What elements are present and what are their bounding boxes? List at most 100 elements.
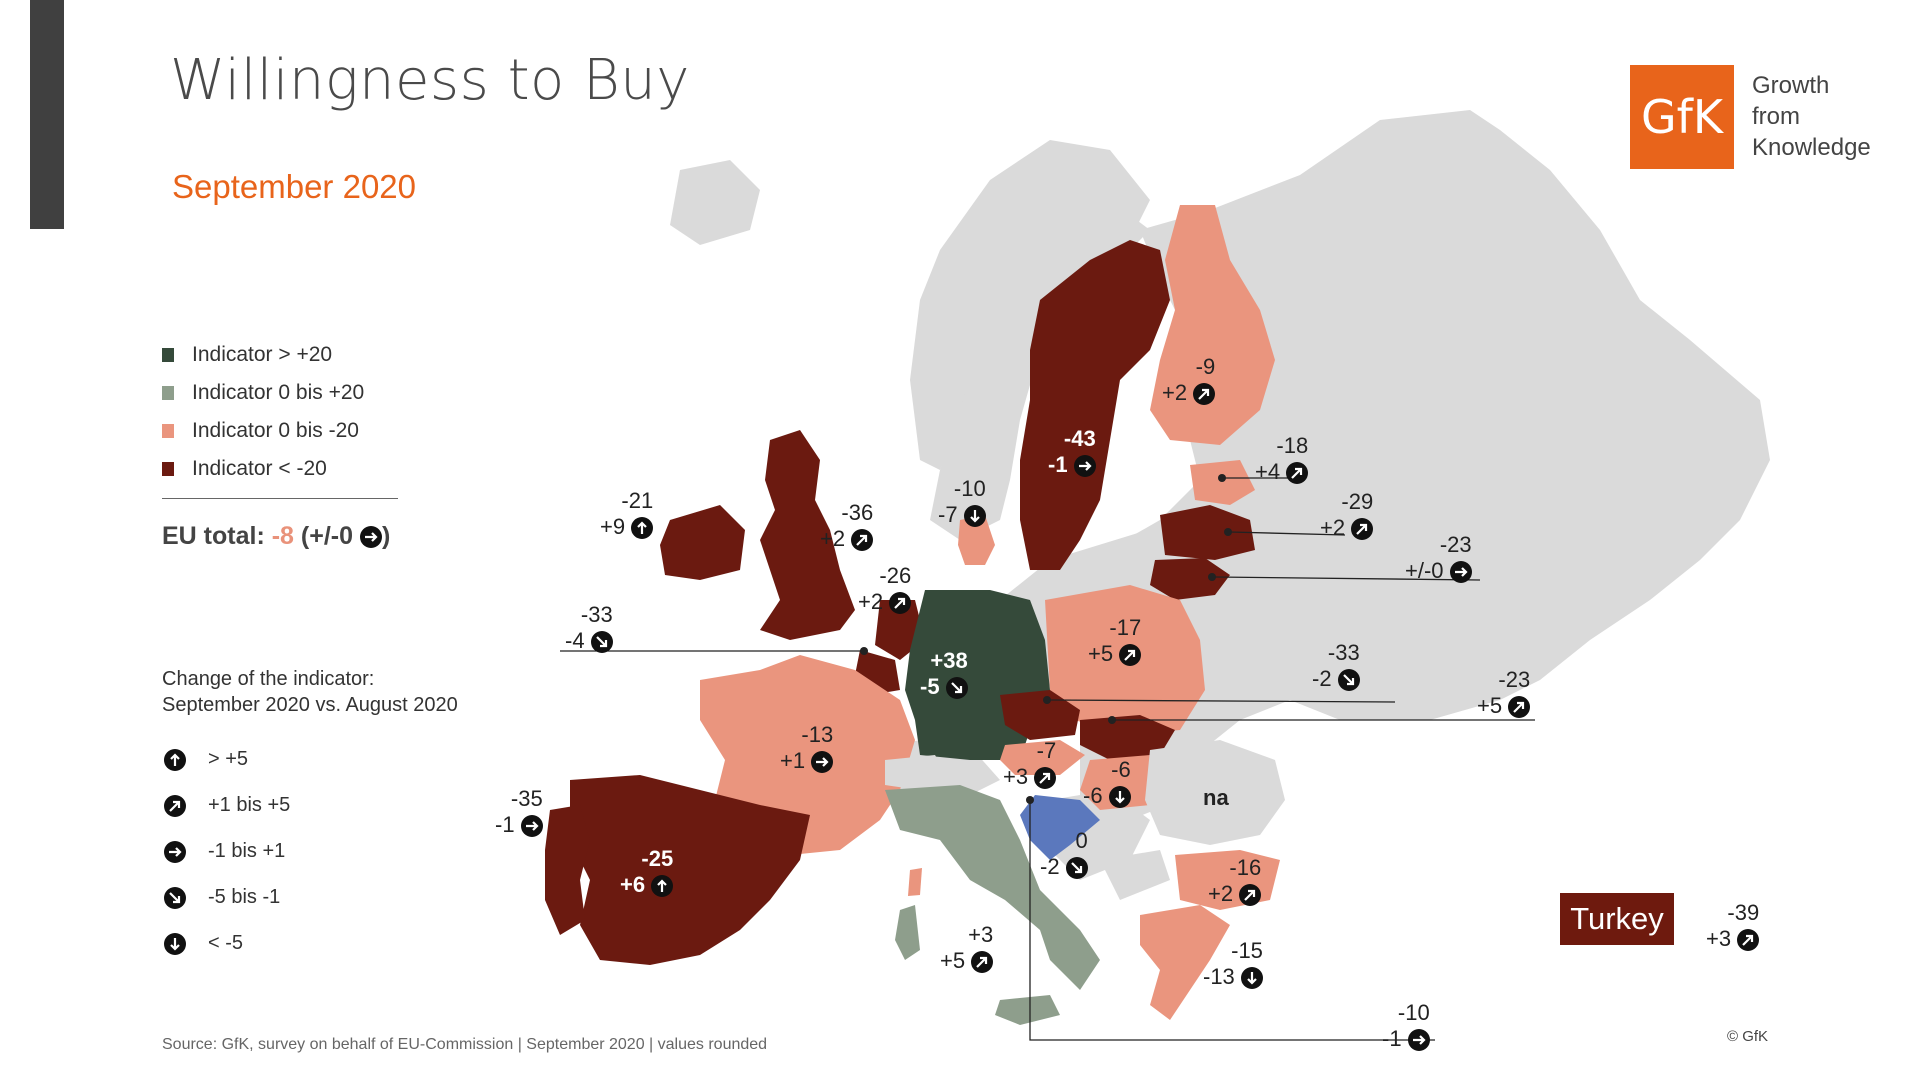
up-right-arrow-icon <box>889 592 912 615</box>
country-value: +3 <box>968 922 994 947</box>
greece <box>1140 905 1230 1020</box>
country-change: +2 <box>1320 515 1374 541</box>
eu-total: EU total: -8 (+/-0 ) <box>162 522 390 551</box>
tagline-line: Knowledge <box>1752 134 1871 161</box>
country-value: -36 <box>841 500 874 525</box>
country-change: -2 <box>1312 666 1360 692</box>
right-arrow-icon <box>1407 1029 1430 1052</box>
country-change: -5 <box>920 674 968 700</box>
country-change: +3 <box>1003 764 1057 790</box>
up-right-arrow-icon <box>971 951 994 974</box>
change-legend-item: +1 bis +5 <box>164 794 290 817</box>
eu-total-close: ) <box>381 522 391 550</box>
up-arrow-icon <box>164 748 186 771</box>
right-arrow-icon <box>811 751 834 774</box>
legend-swatch <box>162 386 174 400</box>
copyright: © GfK <box>1727 1028 1769 1045</box>
right-arrow-icon <box>164 840 186 863</box>
italy <box>885 785 1100 990</box>
country-change: +2 <box>858 589 912 615</box>
sicily <box>995 995 1060 1025</box>
country-value: -26 <box>879 563 912 588</box>
right-arrow-icon <box>1073 455 1096 478</box>
source-note: Source: GfK, survey on behalf of EU-Comm… <box>162 1036 768 1053</box>
down-right-arrow-icon <box>945 677 968 700</box>
country-value: -21 <box>621 488 654 513</box>
legend-label: Indicator 0 bis -20 <box>192 419 359 442</box>
country-change: +5 <box>1088 641 1142 667</box>
up-right-arrow-icon <box>1239 884 1262 907</box>
romania <box>1145 740 1285 845</box>
down-arrow-icon <box>963 505 986 528</box>
ireland <box>660 505 745 580</box>
country-label-uk: -36 +2 <box>820 500 874 552</box>
country-label-denmark: -10 -7 <box>938 476 986 528</box>
slovakia <box>1080 715 1175 760</box>
country-change: +5 <box>1477 693 1531 719</box>
change-legend-item: -1 bis +1 <box>164 840 285 863</box>
finland <box>1150 205 1275 445</box>
change-legend-item: > +5 <box>164 748 248 771</box>
eu-total-change: (+/-0 <box>300 522 354 550</box>
legend-divider <box>162 498 398 499</box>
country-change: +2 <box>1162 380 1216 406</box>
country-value: -35 <box>510 786 543 811</box>
country-value: -43 <box>1063 426 1096 451</box>
country-change: +2 <box>1208 881 1262 907</box>
country-value: -10 <box>953 476 986 501</box>
country-change: -2 <box>1040 854 1088 880</box>
country-label-romania: na <box>1203 785 1229 811</box>
country-value: -25 <box>641 846 674 871</box>
sidebar-accent-bar <box>30 0 64 229</box>
change-legend-item: < -5 <box>164 932 243 955</box>
country-change: +5 <box>940 948 994 974</box>
up-right-arrow-icon <box>1119 644 1142 667</box>
legend-swatch <box>162 462 174 476</box>
legend-item-0-neg20: Indicator 0 bis -20 <box>162 419 359 443</box>
country-change: +2 <box>820 526 874 552</box>
country-change: -4 <box>565 628 613 654</box>
croatia <box>1020 795 1100 860</box>
country-value: +38 <box>930 648 968 673</box>
eu-total-value: -8 <box>271 522 294 550</box>
up-right-arrow-icon <box>1286 462 1309 485</box>
right-arrow-icon <box>359 526 382 549</box>
country-change: -6 <box>1083 783 1131 809</box>
country-value: na <box>1203 785 1229 810</box>
legend-item-lt-neg20: Indicator < -20 <box>162 457 327 481</box>
country-label-bulgaria: -16 +2 <box>1208 855 1262 907</box>
country-change: -1 <box>495 812 543 838</box>
legend-item-gt20: Indicator > +20 <box>162 343 332 367</box>
country-label-portugal: -35 -1 <box>495 786 543 838</box>
page-subtitle: September 2020 <box>172 168 417 205</box>
country-label-lithuania: -23 +/-0 <box>1405 532 1472 584</box>
country-label-cyprus: -10 -1 <box>1382 1000 1430 1052</box>
country-label-latvia: -29 +2 <box>1320 489 1374 541</box>
country-label-hungary: -6 -6 <box>1083 757 1131 809</box>
country-label-netherlands: -26 +2 <box>858 563 912 615</box>
country-change: -7 <box>938 502 986 528</box>
right-arrow-icon <box>520 815 543 838</box>
country-value: -6 <box>1111 757 1131 782</box>
austria <box>1000 740 1085 775</box>
country-label-croatia: 0 -2 <box>1040 828 1088 880</box>
country-value: -7 <box>1036 738 1057 763</box>
country-value: -39 <box>1727 900 1760 925</box>
denmark <box>958 515 995 565</box>
cyprus <box>908 868 922 896</box>
sweden <box>1020 240 1170 570</box>
country-change: -1 <box>1048 452 1096 478</box>
country-label-estonia: -18 +4 <box>1255 433 1309 485</box>
down-right-arrow-icon <box>164 886 186 909</box>
change-legend-label: -1 bis +1 <box>208 840 286 862</box>
country-label-slovakia: -23 +5 <box>1477 667 1531 719</box>
latvia <box>1160 505 1255 560</box>
legend-label: Indicator < -20 <box>192 457 327 480</box>
country-label-sweden: -43 -1 <box>1048 426 1096 478</box>
up-right-arrow-icon <box>1034 767 1057 790</box>
up-right-arrow-icon <box>164 794 186 817</box>
country-value: -33 <box>580 602 613 627</box>
country-value: -33 <box>1327 640 1360 665</box>
down-right-arrow-icon <box>1337 669 1360 692</box>
